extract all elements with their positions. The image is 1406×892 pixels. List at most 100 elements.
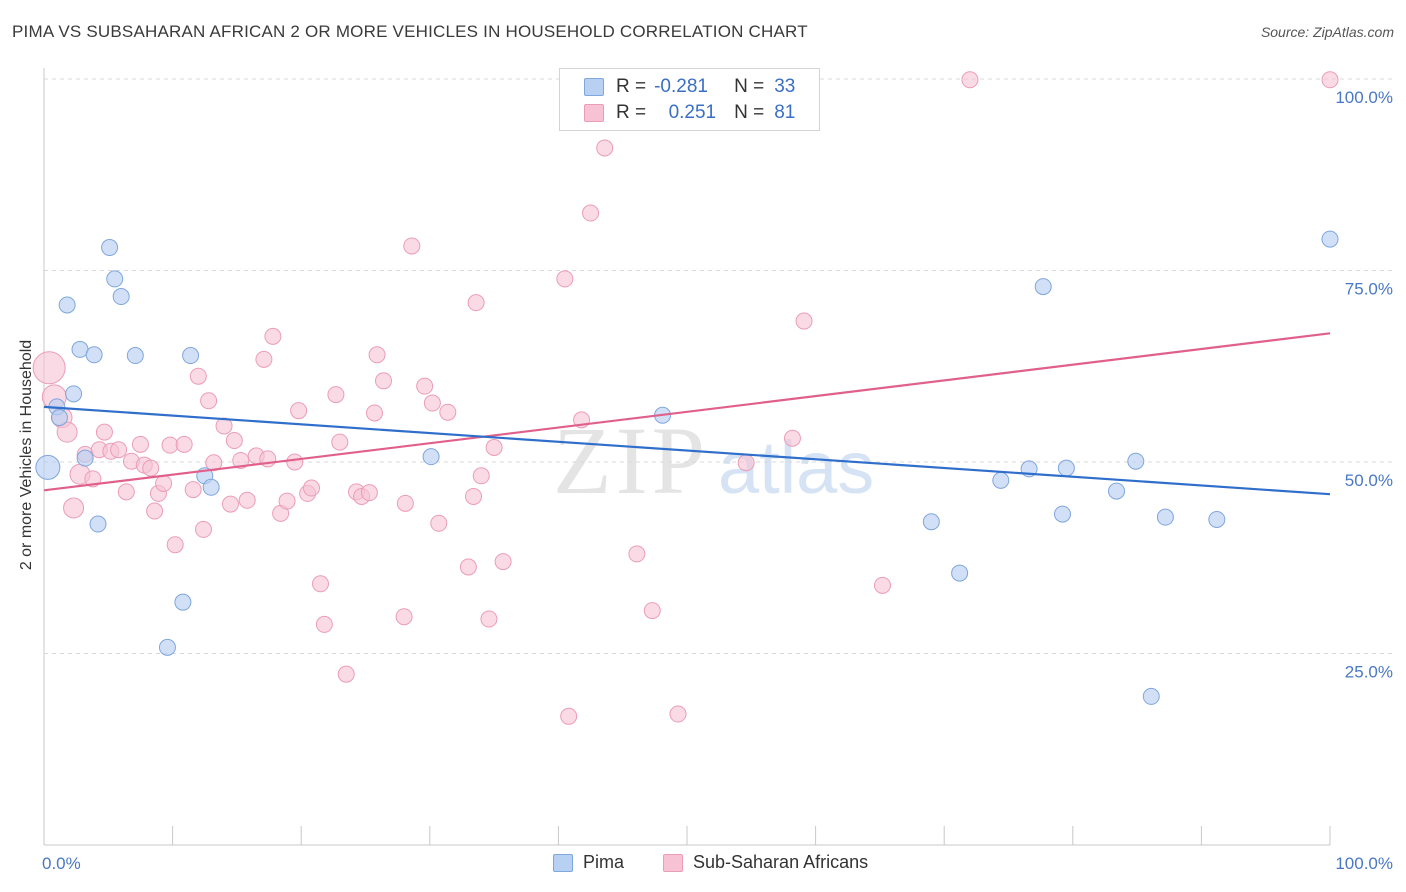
series-sub-saharan-africans	[32, 71, 1339, 725]
ssa-point	[175, 435, 193, 453]
legend-r-label: R =	[616, 102, 647, 123]
legend-row-ssa: R = 0.251 N = 81	[584, 100, 795, 126]
pima-point	[1127, 452, 1145, 470]
ssa-point	[643, 602, 661, 620]
legend-n-label: N =	[734, 102, 765, 123]
ssa-point	[430, 514, 448, 532]
legend-r-value: 0.251	[668, 102, 717, 123]
legend-swatch-pima	[584, 78, 604, 96]
legend-row-pima: R = -0.281 N = 33	[584, 74, 795, 100]
legend-item-ssa: Sub-Saharan Africans	[663, 852, 868, 873]
pima-point	[1156, 508, 1174, 526]
ssa-point	[480, 610, 498, 628]
y-tick-labels: 100.0% 75.0% 50.0% 25.0%	[1335, 88, 1393, 682]
ssa-point	[669, 705, 687, 723]
ssa-point	[255, 350, 273, 368]
pima-point	[126, 347, 144, 365]
ssa-point	[32, 351, 66, 385]
pima-point	[174, 593, 192, 611]
ssa-point	[117, 483, 135, 501]
ssa-point	[315, 615, 333, 633]
ssa-point	[95, 423, 113, 441]
ssa-point	[360, 484, 378, 502]
pima-point	[202, 478, 220, 496]
ssa-point	[225, 432, 243, 450]
legend-n-value: 81	[774, 102, 796, 123]
chart-title: PIMA VS SUBSAHARAN AFRICAN 2 OR MORE VEH…	[12, 22, 808, 41]
ssa-point	[232, 451, 250, 469]
y-tick-label: 100.0%	[1335, 88, 1393, 107]
ssa-point	[467, 294, 485, 312]
ssa-point	[783, 429, 801, 447]
ssa-point	[795, 312, 813, 330]
pima-point	[76, 449, 94, 467]
pima-point	[35, 454, 61, 480]
pima-point	[422, 448, 440, 466]
pima-point	[158, 638, 176, 656]
legend-label-pima: Pima	[583, 852, 625, 872]
legend-r-label: R =	[616, 76, 647, 97]
ssa-point	[560, 707, 578, 725]
watermark: ZIP atlas	[553, 407, 874, 514]
ssa-point	[337, 665, 355, 683]
ssa-point	[331, 433, 349, 451]
pima-point	[65, 385, 83, 403]
chart-source: Source: ZipAtlas.com	[1260, 24, 1394, 40]
pima-point	[182, 347, 200, 365]
pima-point	[101, 239, 119, 257]
ssa-point	[194, 520, 212, 538]
ssa-point	[327, 386, 345, 404]
ssa-point	[278, 492, 296, 510]
ssa-point	[375, 372, 393, 390]
x-tick-marks	[172, 826, 1331, 845]
y-tick-label: 75.0%	[1345, 280, 1393, 299]
ssa-trend-line	[43, 332, 1331, 492]
series-legend: Pima Sub-Saharan Africans	[0, 852, 1406, 878]
ssa-point	[396, 494, 414, 512]
ssa-point	[166, 536, 184, 554]
ssa-point	[465, 487, 483, 505]
legend-swatch-ssa	[663, 853, 683, 872]
pima-trend-line	[43, 405, 1331, 496]
pima-point	[1321, 230, 1339, 248]
ssa-point	[56, 421, 78, 443]
ssa-point	[873, 576, 891, 594]
ssa-point	[485, 438, 503, 456]
legend-n-value: 33	[774, 76, 796, 97]
ssa-point	[494, 553, 512, 571]
trend-lines	[43, 332, 1331, 496]
ssa-point	[416, 377, 434, 395]
ssa-point	[302, 479, 320, 497]
pima-point	[58, 296, 76, 314]
pima-point	[112, 288, 130, 306]
ssa-point	[286, 453, 304, 471]
ssa-point	[131, 435, 149, 453]
x-tick-labels: 0.0% 100.0%	[42, 854, 1393, 873]
grid-lines	[44, 78, 1395, 654]
pima-point	[1108, 482, 1126, 500]
pima-point	[85, 346, 103, 364]
pima-point	[71, 340, 89, 358]
legend-n-label: N =	[734, 76, 765, 97]
ssa-point	[205, 454, 223, 472]
pima-point	[992, 471, 1010, 489]
ssa-point	[110, 441, 128, 459]
ssa-point	[142, 459, 160, 477]
legend-swatch-ssa	[584, 104, 604, 122]
ssa-point	[737, 454, 755, 472]
ssa-point	[459, 558, 477, 576]
legend-swatch-pima	[553, 853, 573, 872]
ssa-point	[63, 497, 85, 519]
ssa-point	[189, 367, 207, 385]
pima-point	[89, 515, 107, 533]
ssa-point	[311, 575, 329, 593]
pima-point	[50, 409, 68, 427]
ssa-point	[472, 467, 490, 485]
y-tick-label: 25.0%	[1345, 663, 1393, 682]
ssa-point	[155, 474, 173, 492]
series-pima	[35, 230, 1339, 705]
ssa-point	[184, 481, 202, 499]
ssa-point	[238, 491, 256, 509]
ssa-point	[439, 403, 457, 421]
